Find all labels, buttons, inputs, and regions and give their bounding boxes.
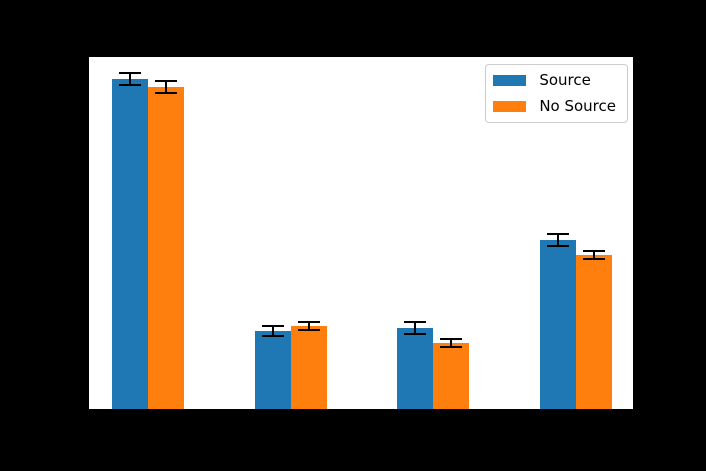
- error-bar-line: [592, 249, 595, 260]
- error-bar-line: [556, 232, 559, 248]
- error-bar-line: [164, 80, 167, 94]
- legend-label-no-source: No Source: [539, 97, 616, 115]
- error-bar-cap-top: [440, 337, 462, 340]
- error-bar-line: [414, 321, 416, 336]
- error-bar-cap-top: [546, 232, 569, 235]
- error-bar-source-group-2: [261, 324, 284, 338]
- error-bar-source-group-3: [404, 321, 426, 336]
- plot-area: Source No Source: [87, 55, 635, 413]
- error-bar-line: [128, 71, 131, 87]
- error-bar-cap-top: [154, 80, 177, 83]
- error-bar-line: [307, 321, 310, 331]
- error-bar-line: [450, 337, 452, 349]
- bar-source-group-4: [539, 240, 576, 411]
- error-bar-no-source-group-3: [440, 337, 462, 349]
- error-bar-cap-bottom: [118, 84, 141, 87]
- legend-item-source: Source: [493, 72, 616, 89]
- error-bar-cap-top: [118, 71, 141, 74]
- error-bar-line: [271, 324, 274, 338]
- legend-item-no-source: No Source: [493, 98, 616, 115]
- error-bar-cap-top: [261, 324, 284, 327]
- error-bar-cap-bottom: [404, 333, 426, 336]
- error-bar-cap-bottom: [154, 91, 177, 94]
- bar-no-source-group-4: [575, 254, 612, 411]
- error-bar-cap-bottom: [582, 257, 605, 260]
- error-bar-cap-top: [582, 249, 605, 252]
- legend-swatch-source: [493, 75, 527, 86]
- error-bar-cap-top: [404, 321, 426, 324]
- bar-no-source-group-3: [433, 343, 469, 411]
- bar-source-group-3: [397, 328, 433, 411]
- error-bar-cap-top: [297, 321, 320, 324]
- bar-no-source-group-2: [290, 326, 327, 411]
- error-bar-cap-bottom: [261, 335, 284, 338]
- error-bar-no-source-group-2: [297, 321, 320, 331]
- bar-source-group-1: [111, 78, 148, 411]
- legend: Source No Source: [485, 64, 628, 123]
- bar-no-source-group-1: [147, 87, 184, 411]
- error-bar-cap-bottom: [297, 328, 320, 331]
- error-bar-no-source-group-1: [154, 80, 177, 94]
- error-bar-source-group-1: [118, 71, 141, 87]
- error-bar-source-group-4: [546, 232, 569, 248]
- error-bar-no-source-group-4: [582, 249, 605, 260]
- legend-label-source: Source: [539, 71, 591, 89]
- error-bar-cap-bottom: [546, 245, 569, 248]
- bar-source-group-2: [254, 331, 291, 411]
- x-axis-spine: [89, 409, 633, 411]
- legend-swatch-no-source: [493, 101, 527, 112]
- error-bar-cap-bottom: [440, 346, 462, 349]
